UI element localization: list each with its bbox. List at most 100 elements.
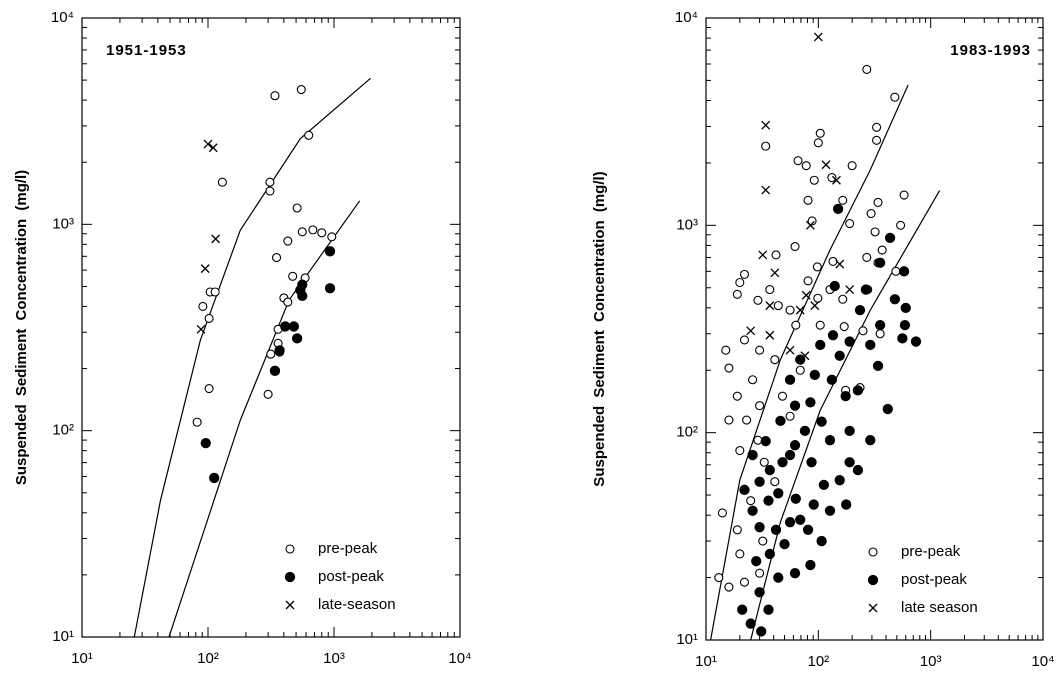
marker-open (896, 220, 906, 230)
marker-open (198, 301, 208, 311)
marker-filled (789, 400, 801, 411)
legend-label: late-season (318, 596, 396, 613)
marker-cross (758, 250, 768, 260)
marker-filled (844, 336, 855, 347)
marker-filled (760, 436, 771, 447)
marker-open (758, 536, 768, 546)
marker-open (327, 232, 337, 242)
marker-filled (789, 440, 801, 451)
marker-cross (801, 290, 811, 300)
marker-filled (824, 505, 836, 516)
marker-open (838, 195, 848, 205)
marker-open (862, 252, 872, 262)
marker-open (877, 245, 887, 255)
marker-filled (818, 479, 830, 491)
x-tick-label: 10³ (920, 653, 942, 670)
marker-open (717, 508, 727, 518)
annotation: 1983-1993 (950, 42, 1031, 59)
marker-cross (746, 326, 756, 336)
annotation: 1951-1953 (106, 42, 187, 59)
plot-frame (81, 17, 461, 638)
marker-open (812, 262, 822, 272)
marker-filled (874, 257, 886, 268)
marker-open (791, 320, 801, 330)
marker-filled (745, 618, 756, 629)
marker-open (827, 173, 837, 183)
marker-filled (867, 574, 879, 586)
marker-filled (777, 457, 788, 468)
marker-filled (899, 320, 911, 331)
marker-filled (834, 475, 845, 486)
marker-filled (764, 548, 775, 560)
marker-filled (816, 416, 827, 427)
marker-open (862, 64, 872, 74)
x-tick-label: 10² (807, 653, 829, 670)
x-tick-label: 10² (197, 650, 219, 667)
marker-open (765, 285, 775, 295)
marker-open (285, 544, 295, 554)
marker-open (732, 289, 742, 299)
marker-open (265, 177, 275, 187)
marker-cross (805, 220, 815, 230)
marker-open (795, 365, 805, 375)
marker-open (204, 383, 214, 394)
marker-open (891, 266, 901, 276)
marker-open (803, 276, 813, 286)
marker-open (742, 415, 752, 425)
marker-filled (854, 304, 866, 316)
marker-cross (795, 305, 805, 315)
marker-cross (832, 175, 841, 185)
marker-cross (821, 160, 831, 170)
marker-filled (826, 374, 838, 385)
marker-cross (211, 234, 221, 244)
marker-open (204, 313, 214, 323)
marker-cross (285, 600, 295, 610)
marker-filled (844, 425, 855, 437)
marker-filled (784, 449, 796, 461)
y-tick-label: 10² (676, 424, 698, 441)
marker-open (813, 293, 823, 303)
marker-open (746, 496, 756, 506)
marker-open (297, 227, 307, 237)
marker-open (739, 577, 750, 587)
marker-open (732, 525, 742, 535)
marker-open (777, 391, 788, 401)
marker-open (873, 197, 883, 207)
marker-open (875, 329, 885, 339)
y-tick-label: 10⁴ (675, 9, 698, 26)
marker-filled (747, 505, 758, 516)
marker-open (761, 141, 771, 151)
marker-open (210, 287, 220, 297)
marker-filled (840, 391, 851, 402)
marker-cross (208, 143, 218, 153)
marker-filled (754, 476, 765, 487)
marker-open (771, 250, 781, 260)
marker-open (283, 297, 293, 307)
marker-filled (815, 339, 826, 351)
marker-open (265, 186, 275, 196)
marker-open (724, 415, 734, 425)
marker-filled (898, 266, 910, 277)
marker-open (739, 269, 750, 279)
marker-open (732, 391, 742, 401)
y-tick-label: 10⁴ (51, 9, 74, 26)
marker-filled (764, 464, 775, 476)
marker-filled (789, 568, 801, 579)
marker-filled (910, 336, 922, 347)
marker-filled (799, 425, 811, 437)
marker-filled (763, 495, 774, 506)
marker-open (872, 122, 882, 132)
marker-filled (897, 333, 908, 344)
marker-cross (761, 120, 771, 130)
marker-filled (779, 538, 790, 550)
marker-filled (805, 559, 816, 571)
marker-open (838, 294, 848, 304)
marker-filled (900, 302, 911, 313)
marker-cross (810, 301, 820, 311)
marker-open (813, 138, 823, 148)
marker-filled (751, 556, 762, 567)
marker-filled (874, 320, 886, 331)
marker-open (272, 253, 282, 263)
marker-filled (274, 345, 285, 356)
marker-filled (808, 499, 819, 510)
